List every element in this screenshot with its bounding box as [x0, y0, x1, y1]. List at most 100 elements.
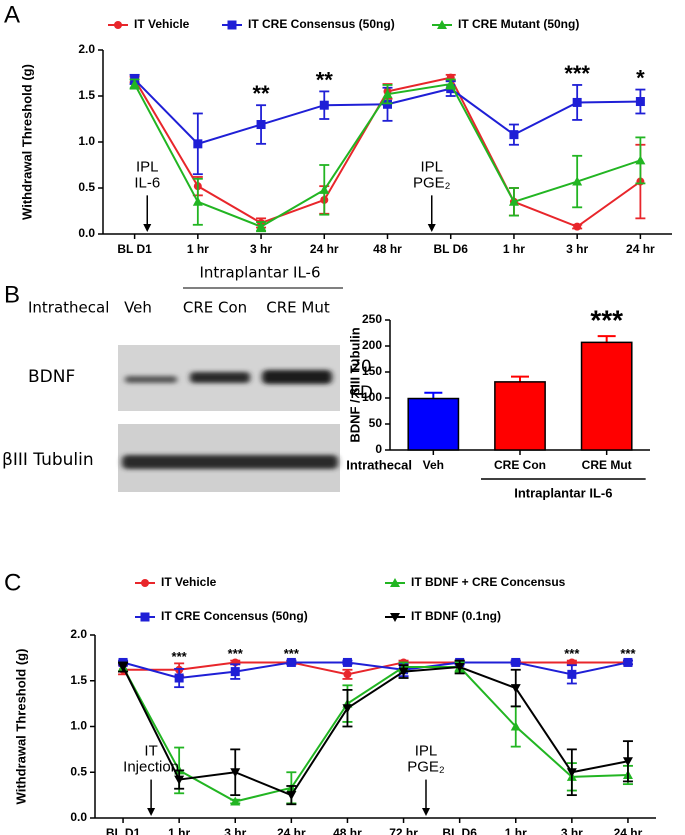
y-tick-label: 1.0	[70, 719, 87, 733]
arrow-label: IPL	[420, 158, 443, 175]
panel-letter: C	[4, 569, 21, 596]
x-tick-label: 24 hr	[277, 826, 306, 835]
panel-letter: B	[4, 281, 20, 308]
x-tick-label: 1 hr	[505, 826, 527, 835]
marker	[573, 222, 582, 231]
y-tick-label: 0.0	[70, 810, 87, 824]
significance: ***	[590, 305, 623, 336]
x-tick-label: 3 hr	[250, 242, 272, 256]
significance: ***	[564, 61, 590, 86]
y-tick-label: 0.5	[78, 180, 95, 194]
marker	[193, 139, 203, 149]
x-tick-label: 24 hr	[614, 826, 643, 835]
significance: ***	[172, 649, 188, 664]
western-blot: Intraplantar IL-6 Intrathecal Veh CRE Co…	[2, 264, 373, 492]
x-tick-label: 72 hr	[389, 826, 418, 835]
arrow-label: IL-6	[134, 174, 160, 191]
marker	[510, 721, 521, 731]
y-tick-label: 1.5	[70, 673, 87, 687]
marker	[567, 669, 577, 679]
marker	[319, 100, 329, 110]
panel-letter: A	[4, 1, 20, 28]
bar	[580, 341, 633, 451]
marker	[343, 670, 352, 679]
y-tick-label: 0.0	[78, 226, 95, 240]
legend-label: IT CRE Consensus (50ng)	[248, 17, 395, 31]
size-marker: 20	[350, 357, 372, 377]
marker	[572, 97, 582, 107]
significance: ***	[228, 646, 244, 661]
marker	[566, 768, 577, 778]
x-tick-label: 1 hr	[503, 242, 525, 256]
marker	[342, 704, 353, 714]
x-tick-label: BL D6	[433, 242, 468, 256]
marker	[390, 578, 400, 587]
legend-label: IT CRE Mutant (50ng)	[458, 17, 579, 31]
x-tick-label: CRE Con	[494, 458, 546, 472]
marker	[114, 21, 122, 29]
size-marker: kD	[350, 383, 373, 403]
series-line	[122, 666, 629, 797]
marker	[635, 155, 646, 165]
blot-row-label: Intrathecal	[28, 299, 109, 317]
significance: ***	[284, 646, 300, 661]
bar	[407, 397, 460, 451]
marker	[129, 79, 140, 89]
marker	[383, 99, 392, 109]
marker	[509, 130, 519, 140]
marker	[230, 796, 241, 806]
blot-group-label: Intraplantar IL-6	[199, 264, 320, 282]
y-tick-label: 50	[369, 416, 383, 430]
significance: **	[252, 81, 270, 106]
x-tick-label: 48 hr	[333, 826, 362, 835]
x-tick-label: 1 hr	[168, 826, 190, 835]
legend-label: IT CRE Concensus (50ng)	[161, 609, 308, 623]
marker	[623, 657, 633, 667]
arrow-head	[143, 224, 152, 232]
marker	[192, 196, 203, 206]
marker	[390, 613, 400, 622]
legend-label: IT BDNF (0.1ng)	[411, 609, 501, 623]
y-axis-label: BDNF / βIII Tubulin	[347, 327, 362, 442]
significance: **	[316, 67, 334, 92]
arrow-head	[421, 808, 430, 816]
y-tick-label: 200	[362, 338, 382, 352]
marker	[286, 791, 297, 801]
marker	[622, 757, 633, 767]
marker	[256, 221, 267, 231]
x-tick-label: 3 hr	[561, 826, 583, 835]
y-tick-label: 0	[375, 442, 382, 456]
marker	[572, 176, 583, 186]
arrow-label: Injection	[123, 759, 179, 776]
series-line	[122, 661, 629, 680]
x-tick-label: 1 hr	[187, 242, 209, 256]
x-tick-label: 3 hr	[224, 826, 246, 835]
marker	[286, 657, 296, 667]
marker	[230, 667, 240, 677]
marker	[511, 657, 521, 667]
lane-label: Veh	[124, 299, 152, 317]
y-tick-label: 100	[362, 390, 382, 404]
arrow-label: IT	[144, 743, 157, 760]
band-label: βIII Tubulin	[2, 450, 94, 470]
marker	[635, 97, 645, 107]
marker	[174, 775, 185, 785]
significance: ***	[620, 646, 636, 661]
x-tick-label: BL D1	[106, 826, 141, 835]
marker	[454, 663, 465, 673]
y-tick-label: 1.0	[78, 134, 95, 148]
significance: *	[636, 65, 645, 90]
x-axis-label: Intrathecal	[346, 457, 412, 472]
arrow-head	[147, 808, 156, 816]
group-label: Intraplantar IL-6	[514, 485, 612, 500]
y-axis-label: Withdrawal Threshold (g)	[13, 649, 28, 805]
legend-label: IT Vehicle	[134, 17, 190, 31]
marker	[174, 673, 184, 683]
y-tick-label: 2.0	[78, 42, 95, 56]
marker	[141, 579, 149, 587]
marker	[510, 684, 521, 694]
marker	[256, 120, 266, 130]
marker	[437, 20, 447, 29]
y-tick-label: 250	[362, 312, 382, 326]
marker	[319, 184, 330, 194]
